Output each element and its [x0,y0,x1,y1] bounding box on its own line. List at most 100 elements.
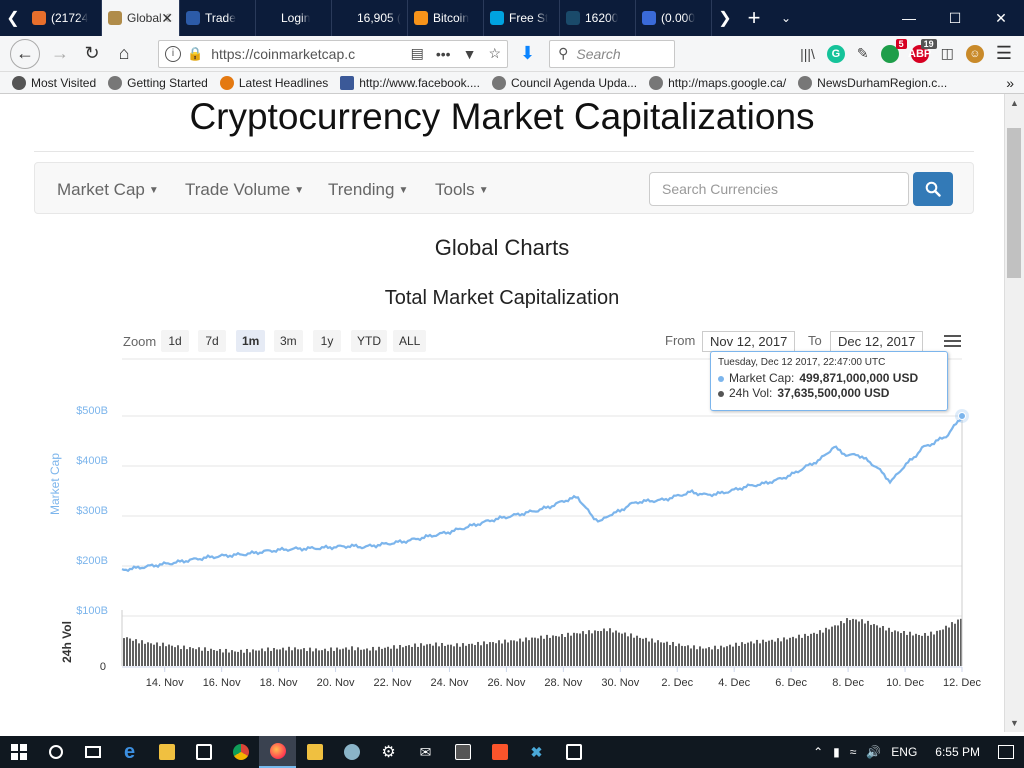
extension-green-icon[interactable]: 5 [880,38,907,63]
chrome-icon[interactable] [222,736,259,768]
browser-tab[interactable]: 16200 [560,0,636,36]
bookmark-star-icon[interactable]: ☆ [488,45,501,61]
url-text[interactable]: https://coinmarketcap.c [211,45,356,62]
bookmarks-overflow-icon[interactable]: » [1006,74,1014,91]
browser-search-box[interactable]: ⚲ Search [549,39,676,68]
photos-icon[interactable] [555,736,592,768]
volume-bar [159,646,161,666]
address-bar[interactable]: i 🔒 https://coinmarketcap.c ▤ ••• ▼ ☆ [158,39,508,68]
tab-close-icon[interactable]: ✕ [161,9,173,26]
chart-menu-icon[interactable] [944,335,961,350]
bookmark-item[interactable]: Getting Started [108,75,208,90]
zoom-button-1d[interactable]: 1d [161,330,189,352]
bookmark-item[interactable]: http://maps.google.ca/ [649,75,786,90]
download-icon[interactable]: ⬇ [520,43,536,63]
reader-view-icon[interactable]: ▤ [410,45,424,61]
bookmark-item[interactable]: NewsDurhamRegion.c... [798,75,947,90]
hamburger-menu-icon[interactable]: ☰ [995,43,1012,63]
firefox-icon[interactable] [259,736,296,768]
file-explorer-icon[interactable] [148,736,185,768]
reload-button[interactable]: ↻ [84,43,100,63]
scroll-up-icon[interactable]: ▲ [1010,98,1019,108]
bookmark-item[interactable]: http://www.facebook.... [340,75,480,90]
volume-icon[interactable]: 🔊 [866,745,882,759]
browser-tab[interactable]: Global Charts✕ [102,0,180,36]
scrollbar-thumb[interactable] [1007,128,1021,278]
calculator-icon[interactable] [444,736,481,768]
pocket-icon[interactable]: ▼ [462,45,477,62]
browser-tab[interactable]: Free St [484,0,560,36]
language-indicator[interactable]: ENG [891,745,918,759]
zoom-button-7d[interactable]: 7d [198,330,226,352]
menu-trade-volume[interactable]: Trade Volume ▼ [185,180,304,200]
bookmark-label: Getting Started [127,75,208,90]
menu-trending[interactable]: Trending ▼ [328,180,408,200]
forward-button[interactable]: → [51,43,69,63]
home-button[interactable]: ⌂ [118,43,130,63]
monkey-extension-icon[interactable]: ☺ [965,44,984,63]
tray-chevron-icon[interactable]: ⌃ [813,745,824,759]
search-currencies-input[interactable]: Search Currencies [649,172,909,206]
tabs-scroll-left-icon[interactable]: ❮ [6,10,20,27]
zoom-button-1m[interactable]: 1m [236,330,266,352]
new-tab-button[interactable]: + [747,5,761,30]
volume-bar [588,630,590,666]
scroll-down-icon[interactable]: ▼ [1010,718,1019,728]
main-menu: Market Cap ▼ Trade Volume ▼ Trending ▼ Tool… [34,162,974,214]
calculator-grid-icon[interactable] [296,736,333,768]
close-window-button[interactable]: ✕ [995,9,1007,26]
page-scrollbar[interactable]: ▲ ▼ [1004,94,1024,732]
bookmark-item[interactable]: Latest Headlines [219,75,328,90]
adblock-icon[interactable]: ABP 19 [908,38,937,63]
volume-bar [327,651,329,666]
maximize-window-button[interactable]: ☐ [948,9,962,26]
browser-tab[interactable]: Login [256,0,332,36]
browser-tab[interactable]: Bitcoin [408,0,484,36]
zoom-button-all[interactable]: ALL [393,330,427,352]
search-button[interactable] [913,172,953,206]
browser-tab[interactable]: 16,905 (BTC [332,0,408,36]
clock[interactable]: 6:55 PM [935,745,980,759]
volume-bar [807,635,809,666]
battery-icon[interactable]: ▮ [833,745,840,759]
brave-icon[interactable] [481,736,518,768]
bookmark-item[interactable]: Most Visited [12,75,96,90]
y-tick-label: $100B [76,605,108,617]
to-date-input[interactable]: Dec 12, 2017 [830,331,924,352]
y-tick-label: $200B [76,555,108,567]
wifi-icon[interactable]: ≈ [849,745,857,759]
eyedropper-icon[interactable]: ✎ [856,45,869,61]
tabs-scroll-right-icon[interactable]: ❯ [718,10,732,27]
site-info-icon[interactable]: i [165,45,181,62]
library-icon[interactable]: |||\ [800,45,815,62]
paint-icon[interactable] [333,736,370,768]
browser-tab[interactable]: Trade [180,0,256,36]
bookmark-item[interactable]: Council Agenda Upda... [491,75,637,90]
mail-icon[interactable]: ✉ [419,743,432,760]
cortana-search-icon[interactable] [37,736,74,768]
zoom-button-3m[interactable]: 3m [274,330,303,352]
menu-tools[interactable]: Tools ▼ [435,180,489,200]
store-icon[interactable] [185,736,222,768]
tooltip-mc-label: Market Cap: [729,371,795,385]
zoom-button-ytd[interactable]: YTD [351,330,387,352]
volume-bar [897,631,899,666]
task-view-icon[interactable] [74,736,111,768]
from-date-input[interactable]: Nov 12, 2017 [702,331,796,352]
zoom-button-1y[interactable]: 1y [313,330,341,352]
windows-start-icon[interactable] [0,736,37,768]
browser-tab[interactable]: (21724 [26,0,102,36]
browser-tab[interactable]: (0.000 [636,0,712,36]
app-icon-x[interactable]: ✖ [530,743,543,760]
tab-list-chevron-icon[interactable]: ⌄ [780,11,792,25]
sidebar-icon[interactable]: ◫ [940,45,954,61]
page-actions-icon[interactable]: ••• [435,45,451,62]
settings-icon[interactable]: ⚙ [381,744,396,761]
menu-market-cap[interactable]: Market Cap ▼ [57,180,159,200]
back-button[interactable]: ← [10,38,40,69]
edge-icon[interactable]: e [123,740,136,763]
grammarly-icon[interactable]: G [826,44,845,63]
volume-bar [915,633,917,666]
notifications-icon[interactable] [998,745,1014,759]
minimize-window-button[interactable]: — [902,10,916,26]
